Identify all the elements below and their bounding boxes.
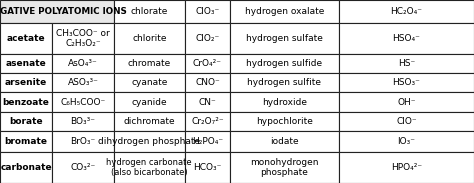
Text: hydrogen oxalate: hydrogen oxalate: [245, 7, 324, 16]
Text: cyanide: cyanide: [131, 98, 167, 107]
Text: hydrogen sulfide: hydrogen sulfide: [246, 59, 322, 68]
Text: hydrogen sulfate: hydrogen sulfate: [246, 34, 323, 43]
Bar: [185, 54, 230, 73]
Text: chlorate: chlorate: [131, 7, 168, 16]
Text: HCO₃⁻: HCO₃⁻: [193, 163, 221, 172]
Bar: [52, 112, 114, 131]
Bar: [339, 54, 474, 73]
Bar: [339, 0, 474, 23]
Bar: [339, 131, 474, 152]
Bar: [339, 92, 474, 112]
Bar: [185, 23, 230, 54]
Bar: [0, 131, 52, 152]
Text: acetate: acetate: [7, 34, 46, 43]
Text: cyanate: cyanate: [131, 78, 167, 87]
Text: CNO⁻: CNO⁻: [195, 78, 220, 87]
Text: HSO₃⁻: HSO₃⁻: [392, 78, 420, 87]
Bar: [185, 73, 230, 92]
Text: carbonate: carbonate: [0, 163, 52, 172]
Bar: [114, 73, 185, 92]
Text: CO₃²⁻: CO₃²⁻: [70, 163, 96, 172]
Bar: [52, 152, 114, 183]
Text: HC₂O₄⁻: HC₂O₄⁻: [391, 7, 422, 16]
Text: H₂PO₄⁻: H₂PO₄⁻: [192, 137, 223, 146]
Text: chlorite: chlorite: [132, 34, 166, 43]
Bar: [230, 54, 339, 73]
Bar: [114, 152, 185, 183]
Text: HSO₄⁻: HSO₄⁻: [392, 34, 420, 43]
Text: HS⁻: HS⁻: [398, 59, 415, 68]
Text: BrO₃⁻: BrO₃⁻: [70, 137, 96, 146]
Text: monohydrogen
phosphate: monohydrogen phosphate: [250, 158, 319, 177]
Bar: [339, 73, 474, 92]
Bar: [339, 152, 474, 183]
Bar: [0, 54, 52, 73]
Text: ASO₃³⁻: ASO₃³⁻: [67, 78, 99, 87]
Text: ClO₃⁻: ClO₃⁻: [195, 7, 219, 16]
Bar: [114, 131, 185, 152]
Text: hydrogen carbonate
(also bicarbonate): hydrogen carbonate (also bicarbonate): [107, 158, 192, 177]
Bar: [230, 23, 339, 54]
Bar: [0, 0, 114, 23]
Bar: [52, 23, 114, 54]
Bar: [230, 92, 339, 112]
Bar: [339, 112, 474, 131]
Text: ClO⁻: ClO⁻: [396, 117, 417, 126]
Text: OH⁻: OH⁻: [397, 98, 416, 107]
Bar: [185, 152, 230, 183]
Text: bromate: bromate: [5, 137, 47, 146]
Bar: [230, 73, 339, 92]
Text: C₆H₅COO⁻: C₆H₅COO⁻: [60, 98, 106, 107]
Bar: [52, 92, 114, 112]
Bar: [114, 54, 185, 73]
Text: iodate: iodate: [270, 137, 299, 146]
Bar: [52, 73, 114, 92]
Text: asenate: asenate: [6, 59, 46, 68]
Bar: [52, 54, 114, 73]
Bar: [0, 112, 52, 131]
Text: dichromate: dichromate: [124, 117, 175, 126]
Text: NEGATIVE POLYATOMIC IONS: NEGATIVE POLYATOMIC IONS: [0, 7, 127, 16]
Text: hydrogen sulfite: hydrogen sulfite: [247, 78, 321, 87]
Text: BO₃³⁻: BO₃³⁻: [71, 117, 95, 126]
Text: hydroxide: hydroxide: [262, 98, 307, 107]
Bar: [185, 131, 230, 152]
Text: benzoate: benzoate: [3, 98, 49, 107]
Bar: [0, 92, 52, 112]
Bar: [52, 131, 114, 152]
Text: CN⁻: CN⁻: [199, 98, 216, 107]
Bar: [185, 112, 230, 131]
Bar: [0, 152, 52, 183]
Bar: [0, 73, 52, 92]
Bar: [230, 0, 339, 23]
Bar: [185, 92, 230, 112]
Bar: [114, 92, 185, 112]
Text: CrO₄²⁻: CrO₄²⁻: [193, 59, 222, 68]
Text: AsO₄³⁻: AsO₄³⁻: [68, 59, 98, 68]
Bar: [230, 131, 339, 152]
Text: borate: borate: [9, 117, 43, 126]
Text: arsenite: arsenite: [5, 78, 47, 87]
Text: CH₃COO⁻ or
C₂H₃O₂⁻: CH₃COO⁻ or C₂H₃O₂⁻: [56, 29, 110, 48]
Bar: [0, 23, 52, 54]
Text: hypochlorite: hypochlorite: [256, 117, 313, 126]
Bar: [230, 152, 339, 183]
Bar: [114, 0, 185, 23]
Bar: [230, 112, 339, 131]
Text: IO₃⁻: IO₃⁻: [398, 137, 415, 146]
Bar: [185, 0, 230, 23]
Text: dihydrogen phosphate: dihydrogen phosphate: [98, 137, 201, 146]
Bar: [114, 23, 185, 54]
Bar: [339, 23, 474, 54]
Text: Cr₂O₇²⁻: Cr₂O₇²⁻: [191, 117, 224, 126]
Text: ClO₂⁻: ClO₂⁻: [195, 34, 219, 43]
Bar: [114, 112, 185, 131]
Text: HPO₄²⁻: HPO₄²⁻: [391, 163, 422, 172]
Text: chromate: chromate: [128, 59, 171, 68]
